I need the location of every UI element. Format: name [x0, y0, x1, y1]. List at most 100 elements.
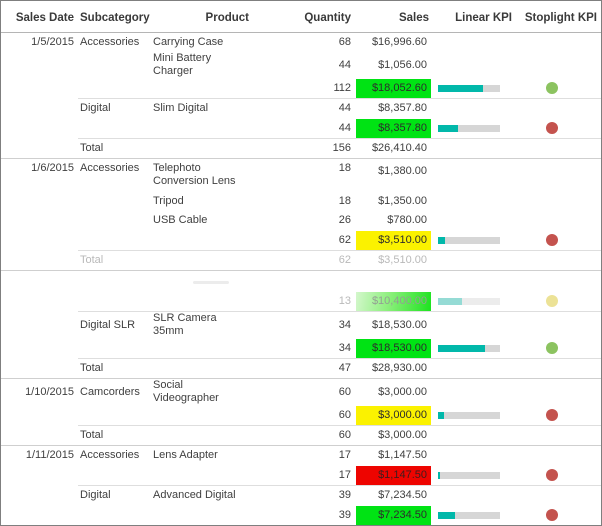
cell-date: [1, 230, 78, 251]
sales-value: $3,510.00: [356, 230, 431, 250]
linear-kpi-bar: [438, 344, 500, 352]
cell-sales: [353, 270, 437, 291]
cell-stoplight_kpi: [513, 230, 601, 251]
linear-kpi-bar: [438, 297, 500, 305]
cell-linear_kpi: [437, 338, 513, 359]
table-row: 1/10/2015 Camcorders Social Videographer 60…: [1, 378, 601, 405]
cell-subcategory: [78, 52, 151, 78]
linear-kpi-bar: [438, 84, 500, 92]
cell-linear_kpi: [437, 270, 513, 291]
cell-linear_kpi: [437, 118, 513, 139]
cell-product: [151, 465, 251, 486]
cell-date: [1, 359, 78, 379]
cell-linear_kpi: [437, 425, 513, 446]
cell-product: [151, 230, 251, 251]
cell-subcategory: Total: [78, 358, 151, 379]
cell-sales: $16,996.60: [353, 33, 437, 53]
cell-product: [151, 425, 251, 446]
cell-quantity: 18: [338, 195, 351, 207]
stoplight-kpi-green-indicator: [546, 342, 558, 354]
cell-quantity: [251, 270, 353, 291]
cell-subcategory: Digital SLR: [78, 311, 151, 338]
table-row: 60 $3,000.00: [1, 405, 601, 426]
linear-kpi-bar-fill: [438, 84, 483, 92]
cell-linear_kpi: [437, 505, 513, 525]
cell-date: [1, 312, 78, 339]
table-row: Digital Advanced Digital 39 $7,234.50: [1, 485, 601, 505]
cell-product: [151, 405, 251, 426]
cell-stoplight_kpi: [513, 338, 601, 359]
cell-quantity: 34: [251, 311, 353, 338]
cell-sales: $26,410.40: [353, 138, 437, 159]
stoplight-kpi-yellow-indicator: [546, 295, 558, 307]
table-row: Tripod 18 $1,350.00: [1, 192, 601, 211]
stoplight-kpi-red-indicator: [546, 409, 558, 421]
cell-linear_kpi: [437, 192, 513, 211]
column-header-quantity: Quantity: [251, 1, 353, 33]
cell-quantity: 39: [338, 508, 351, 521]
cell-quantity: 13: [338, 294, 351, 307]
table-row: USB Cable 26 $780.00: [1, 211, 601, 230]
cell-stoplight_kpi: [513, 378, 601, 405]
cell-linear_kpi: [437, 291, 513, 312]
table-row: Total 60 $3,000.00: [1, 425, 601, 446]
linear-kpi-bar-fill: [438, 297, 462, 305]
cell-stoplight_kpi: [513, 270, 601, 291]
linear-kpi-bar: [438, 511, 500, 519]
cell-stoplight_kpi: [513, 158, 601, 192]
cell-date: [1, 52, 78, 78]
cell-quantity: 39: [251, 485, 353, 505]
cell-quantity: 60: [338, 408, 351, 421]
cell-stoplight_kpi: [513, 485, 601, 505]
cell-product: [151, 138, 251, 159]
cell-sales: $3,510.00: [353, 250, 437, 271]
sales-value: $10,400.00: [356, 291, 431, 311]
cell-quantity: 17: [338, 468, 351, 481]
linear-kpi-bar-fill: [438, 124, 459, 132]
sales-value: $1,380.00: [378, 165, 427, 177]
cell-product: Telephoto Conversion Lens: [151, 158, 251, 192]
cell-sales: $1,147.50: [353, 445, 437, 465]
cell-sales: $7,234.50: [353, 485, 437, 505]
cell-linear_kpi: [437, 211, 513, 230]
cell-subcategory: Digital: [78, 98, 151, 118]
cell-date: [1, 192, 78, 211]
linear-kpi-bar-fill: [438, 411, 445, 419]
cell-quantity: 112: [333, 81, 351, 94]
cell-stoplight_kpi: [513, 250, 601, 271]
cell-linear_kpi: [437, 230, 513, 251]
column-header-sales: Sales: [353, 1, 437, 33]
cell-product: [151, 250, 251, 271]
stoplight-kpi-red-indicator: [546, 509, 558, 521]
sales-value: $3,510.00: [378, 254, 427, 266]
cell-quantity: 68: [338, 36, 351, 48]
cell-subcategory: Camcorders: [78, 378, 151, 405]
cell-subcategory: [78, 118, 151, 139]
cell-stoplight_kpi: [513, 98, 601, 118]
cell-stoplight_kpi: [513, 465, 601, 486]
cell-sales: $7,234.50: [353, 505, 437, 525]
linear-kpi-bar-fill: [438, 471, 441, 479]
cell-subcategory: [78, 78, 151, 99]
cell-stoplight_kpi: [513, 211, 601, 230]
table-row: 39 $7,234.50: [1, 505, 601, 525]
sales-value: $8,357.80: [356, 118, 431, 138]
cell-linear_kpi: [437, 485, 513, 505]
sales-value: $26,410.40: [371, 142, 427, 154]
cell-subcategory: Total: [78, 138, 151, 159]
cell-date: [1, 405, 78, 426]
cell-sales: $18,530.00: [353, 338, 437, 359]
cell-linear_kpi: [437, 405, 513, 426]
cell-date: [1, 426, 78, 446]
cell-subcategory: [78, 192, 151, 211]
cell-linear_kpi: [437, 78, 513, 99]
cell-date: [1, 505, 78, 525]
table-row: 34 $18,530.00: [1, 338, 601, 359]
linear-kpi-bar: [438, 411, 500, 419]
table-row: 17 $1,147.50: [1, 465, 601, 486]
cell-stoplight_kpi: [513, 405, 601, 426]
stoplight-kpi-red-indicator: [546, 469, 558, 481]
cell-date: 1/6/2015: [1, 158, 78, 192]
cell-linear_kpi: [437, 358, 513, 379]
cell-subcategory: Total: [78, 425, 151, 446]
